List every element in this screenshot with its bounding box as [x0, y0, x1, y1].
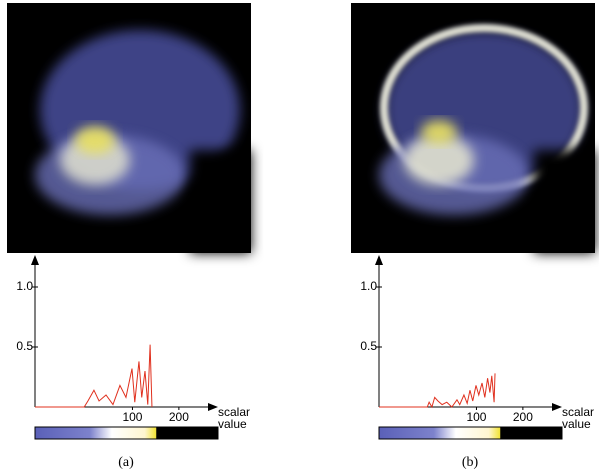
arrow — [375, 255, 383, 265]
data-line — [35, 344, 153, 408]
x-tick-label: 200 — [169, 410, 189, 424]
rendering-a — [7, 3, 251, 253]
caption: (a) — [118, 455, 134, 470]
arrow — [31, 255, 39, 265]
x-tick-label: 200 — [513, 410, 533, 424]
x-tick-label: 100 — [466, 410, 486, 424]
x-tick-label: 100 — [122, 410, 142, 424]
caption: (b) — [462, 455, 479, 470]
data-line — [379, 373, 496, 409]
x-axis-label: scalar — [218, 405, 250, 419]
arrow — [552, 403, 562, 411]
rendering-b — [351, 3, 595, 253]
x-axis-label: value — [562, 417, 591, 431]
y-tick-label: 0.5 — [16, 339, 33, 353]
colorbar — [34, 426, 219, 440]
y-tick-label: 1.0 — [16, 279, 33, 293]
x-axis-label: value — [218, 417, 247, 431]
y-tick-label: 1.0 — [360, 279, 377, 293]
x-axis-label: scalar — [562, 405, 594, 419]
y-tick-label: 0.5 — [360, 339, 377, 353]
colorbar — [378, 426, 563, 440]
arrow — [208, 403, 218, 411]
